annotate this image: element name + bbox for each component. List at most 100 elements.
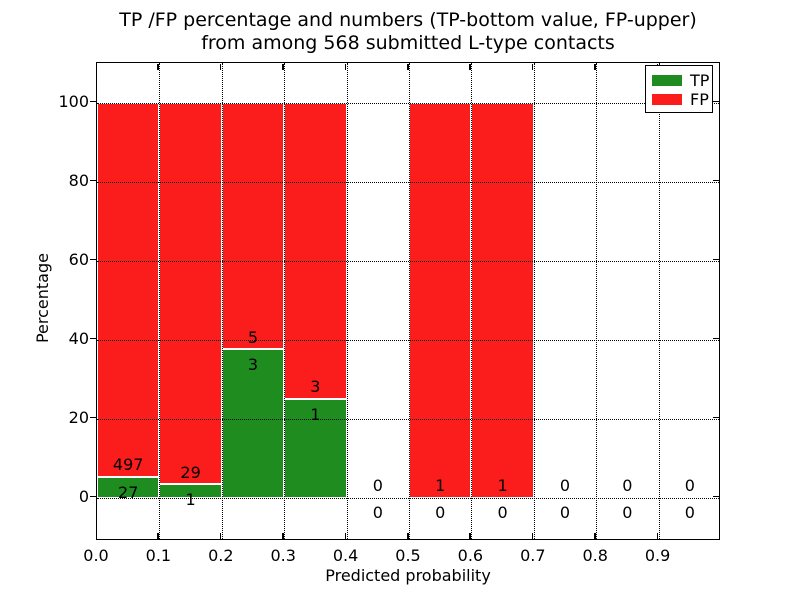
fp-count-label: 0 [372, 475, 383, 495]
fp-count-label: 0 [622, 475, 633, 495]
x-tick-label: 0.1 [145, 546, 172, 565]
fp-bar [471, 102, 534, 498]
fp-count-label: 3 [310, 376, 321, 396]
y-tick-mark [90, 337, 96, 340]
y-tick-mark-right [713, 100, 719, 102]
y-gridline [97, 181, 719, 183]
chart-title-line1: TP /FP percentage and numbers (TP-bottom… [119, 9, 697, 31]
x-tick-mark-top [531, 63, 534, 70]
x-tick-label: 0.7 [520, 546, 546, 565]
y-tick-label: 60 [68, 249, 89, 269]
x-tick-mark [594, 532, 596, 539]
y-tick-label: 0 [78, 486, 89, 506]
legend-item-fp: FP [652, 90, 712, 109]
tp-count-label: 0 [372, 503, 383, 523]
fp-bar [409, 102, 472, 498]
tp-count-label: 0 [559, 503, 571, 523]
tp-count-label: 0 [622, 503, 633, 523]
fp-count-label: 0 [559, 475, 571, 495]
y-tick-mark-right [713, 179, 719, 181]
tp-count-label: 1 [310, 404, 321, 424]
x-tick-mark-top [282, 63, 284, 70]
y-tick-mark-right [713, 258, 719, 261]
fp-count-label: 5 [247, 327, 259, 347]
tp-count-label: 0 [497, 503, 508, 523]
x-gridline [658, 63, 660, 539]
x-tick-label: 0.2 [208, 546, 234, 565]
x-tick-mark [469, 532, 471, 539]
plot-area: TP FP 497 27 29 1 5 3 3 1 0 0 1 0 1 0 0 0 0 0 0 0 [96, 62, 720, 540]
tp-legend-label: TP [690, 70, 710, 90]
y-axis-label: Percentage [33, 253, 52, 344]
x-tick-label: 0.4 [332, 546, 359, 565]
x-tick-label: 0.9 [644, 546, 671, 565]
y-tick-mark-right [713, 337, 719, 340]
legend-item-tp: TP [652, 71, 712, 90]
fp-legend-swatch [652, 94, 682, 105]
x-gridline [596, 63, 598, 539]
x-tick-mark-top [219, 63, 222, 70]
tp-bar [284, 398, 347, 498]
y-gridline [97, 339, 719, 341]
x-tick-label: 0.0 [83, 546, 109, 565]
x-tick-mark [344, 532, 347, 539]
x-tick-mark [219, 532, 222, 539]
y-tick-mark [90, 258, 96, 261]
fp-bar [97, 102, 160, 478]
y-tick-label: 80 [68, 170, 89, 190]
tp-legend-swatch [652, 75, 682, 86]
fp-bar [159, 102, 222, 485]
fp-count-label: 29 [180, 462, 201, 482]
x-tick-mark [157, 532, 159, 539]
x-tick-mark-top [157, 63, 159, 70]
chart-title: TP /FP percentage and numbers (TP-bottom… [96, 9, 720, 55]
x-tick-mark [531, 532, 534, 539]
x-tick-mark-top [407, 63, 409, 70]
x-axis-label: Predicted probability [325, 566, 491, 585]
y-tick-label: 100 [58, 91, 89, 111]
x-gridline [471, 63, 473, 539]
y-tick-label: 40 [68, 328, 89, 348]
x-tick-mark-top [344, 63, 347, 70]
tp-count-label: 27 [118, 482, 139, 502]
tp-bar [97, 477, 160, 498]
fp-count-label: 0 [684, 475, 695, 495]
legend: TP FP [645, 65, 713, 113]
y-tick-mark [90, 416, 96, 419]
x-gridline [409, 63, 410, 539]
x-tick-label: 0.3 [270, 546, 296, 565]
fp-count-label: 1 [497, 475, 508, 495]
tp-count-label: 0 [435, 503, 446, 523]
y-tick-mark [90, 495, 96, 498]
x-gridline [533, 63, 535, 539]
chart-title-line2: from among 568 submitted L-type contacts [201, 32, 615, 54]
x-tick-label: 0.8 [582, 546, 608, 565]
x-gridline [346, 63, 348, 539]
x-tick-mark [407, 532, 409, 539]
y-gridline [97, 418, 719, 420]
y-tick-label: 20 [68, 407, 89, 427]
fp-count-label: 1 [435, 475, 446, 495]
fp-legend-label: FP [690, 89, 709, 109]
y-tick-mark-right [713, 416, 719, 419]
x-gridline [284, 63, 286, 539]
y-tick-mark-right [713, 495, 719, 498]
x-tick-label: 0.6 [457, 546, 484, 565]
tp-count-label: 0 [684, 503, 695, 523]
y-gridline [97, 260, 719, 262]
tp-count-label: 1 [185, 490, 196, 510]
x-gridline [159, 63, 161, 539]
x-gridline [221, 63, 223, 539]
y-tick-mark [90, 179, 96, 181]
x-tick-mark-top [469, 63, 471, 70]
x-tick-mark [282, 532, 284, 539]
fp-bar [284, 102, 347, 399]
x-tick-mark [656, 532, 659, 539]
tp-count-label: 3 [247, 355, 259, 375]
x-tick-mark-top [594, 63, 596, 70]
x-tick-label: 0.5 [395, 546, 421, 565]
y-gridline [97, 497, 719, 499]
fp-count-label: 497 [112, 455, 144, 475]
y-tick-mark [90, 100, 96, 102]
